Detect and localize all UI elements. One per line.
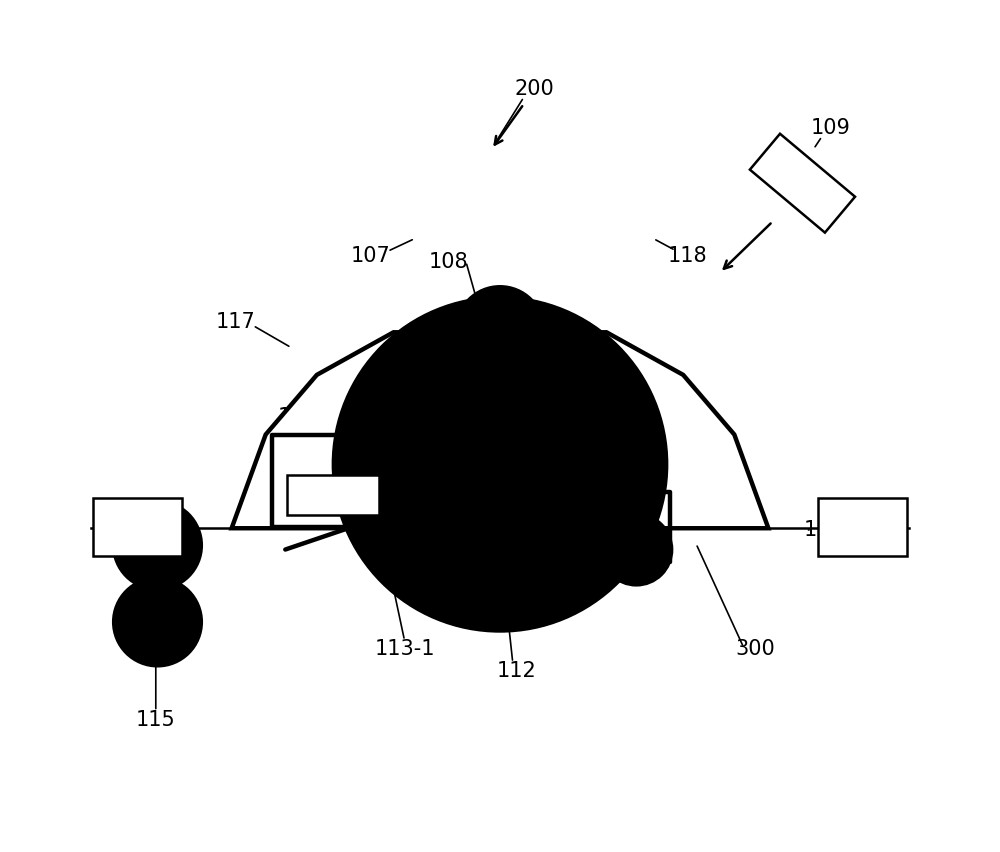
Text: 116: 116 — [109, 520, 148, 540]
Text: 109: 109 — [811, 118, 851, 138]
Text: 111: 111 — [616, 407, 656, 428]
Circle shape — [334, 298, 666, 630]
Text: 113: 113 — [277, 407, 317, 428]
Text: 300: 300 — [736, 639, 775, 659]
Text: 113-1: 113-1 — [374, 639, 435, 659]
Circle shape — [113, 578, 202, 666]
Circle shape — [351, 315, 649, 613]
Bar — [818, 498, 907, 556]
Bar — [287, 475, 379, 515]
Circle shape — [113, 501, 202, 590]
Polygon shape — [232, 332, 768, 528]
Text: 112: 112 — [497, 661, 537, 682]
Circle shape — [481, 312, 519, 349]
Text: 115: 115 — [136, 710, 176, 730]
Circle shape — [601, 514, 672, 585]
Circle shape — [456, 286, 544, 375]
Circle shape — [466, 541, 534, 609]
Text: 107: 107 — [351, 245, 390, 266]
Text: 117: 117 — [216, 312, 256, 332]
Text: 116: 116 — [804, 520, 844, 540]
Bar — [750, 134, 855, 233]
Text: 200: 200 — [514, 78, 554, 99]
Text: 118: 118 — [668, 245, 707, 266]
Bar — [93, 498, 182, 556]
Text: 108: 108 — [429, 251, 469, 272]
